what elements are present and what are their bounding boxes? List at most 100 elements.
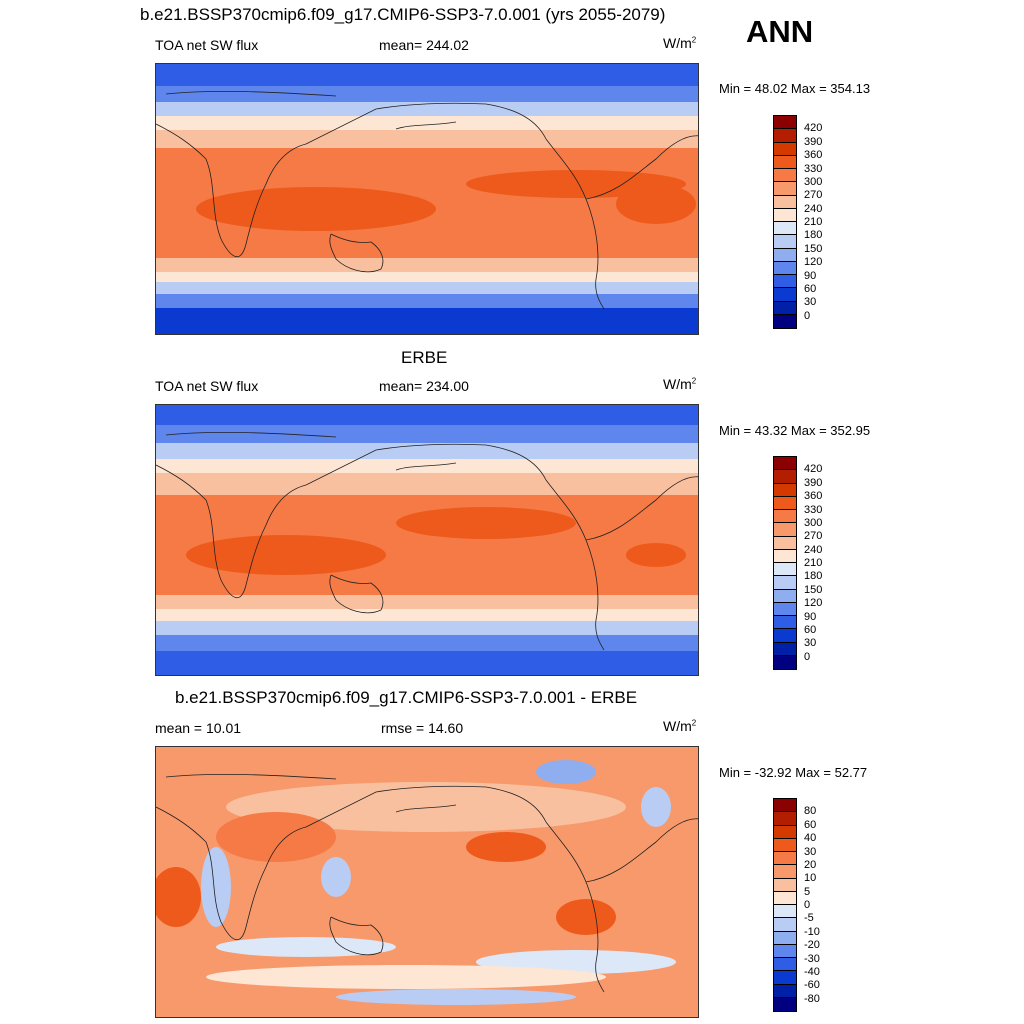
colorbar-swatch — [774, 918, 796, 932]
colorbar-swatch — [774, 288, 796, 302]
colorbar-swatch — [774, 997, 796, 1011]
panel1-units: W/m2 — [663, 35, 697, 51]
colorbar-swatch — [774, 852, 796, 866]
colorbar-tick-label: 120 — [804, 256, 823, 269]
colorbar-swatch — [774, 602, 796, 616]
figure-title: b.e21.BSSP370cmip6.f09_g17.CMIP6-SSP3-7.… — [140, 5, 666, 24]
colorbar-tick-label: 180 — [804, 229, 823, 242]
colorbar-swatch — [774, 208, 796, 222]
colorbar-tick-label: -5 — [804, 912, 814, 925]
colorbar-swatch — [774, 222, 796, 236]
panel3-units: W/m2 — [663, 718, 697, 734]
panel3-colorbar — [773, 798, 797, 1012]
colorbar-tick-label: 240 — [804, 202, 823, 215]
panel2-units: W/m2 — [663, 376, 697, 392]
colorbar-swatch — [774, 457, 796, 471]
colorbar-tick-label: 330 — [804, 503, 823, 516]
colorbar-swatch — [774, 865, 796, 879]
panel1-colorbar — [773, 115, 797, 329]
colorbar-swatch — [774, 629, 796, 643]
panel3-mean-label: mean = 10.01 — [155, 720, 242, 736]
colorbar-swatch — [774, 129, 796, 143]
colorbar-tick-label: 0 — [804, 899, 811, 911]
colorbar-tick-label: 390 — [804, 135, 823, 148]
colorbar-tick-label: 180 — [804, 570, 823, 583]
colorbar-tick-label: -30 — [804, 952, 820, 965]
panel2-colorbar — [773, 456, 797, 670]
panel3-map — [155, 746, 699, 1018]
panel2-mean-label: mean= 234.00 — [379, 378, 469, 394]
panel1-map — [155, 63, 699, 335]
colorbar-tick-label: 60 — [804, 282, 817, 295]
panel2-variable-label: TOA net SW flux — [155, 378, 259, 394]
colorbar-tick-label: -80 — [804, 992, 820, 1005]
colorbar-tick-label: 360 — [804, 149, 823, 162]
colorbar-tick-label: -20 — [804, 939, 820, 952]
colorbar-tick-label: 40 — [804, 832, 817, 845]
season-label: ANN — [746, 14, 814, 49]
colorbar-swatch — [774, 470, 796, 484]
colorbar-swatch — [774, 589, 796, 603]
colorbar-swatch — [774, 812, 796, 826]
colorbar-swatch — [774, 958, 796, 972]
panel2-minmax: Min = 43.32 Max = 352.95 — [719, 423, 871, 438]
colorbar-swatch — [774, 891, 796, 905]
colorbar-swatch — [774, 275, 796, 289]
colorbar-tick-label: 270 — [804, 189, 823, 202]
colorbar-tick-label: 90 — [804, 269, 817, 282]
colorbar-swatch — [774, 235, 796, 249]
colorbar-tick-label: 30 — [804, 845, 817, 858]
colorbar-tick-label: -10 — [804, 925, 820, 938]
colorbar-swatch — [774, 536, 796, 550]
colorbar-tick-label: 150 — [804, 242, 823, 255]
colorbar-swatch — [774, 314, 796, 328]
colorbar-tick-label: 80 — [804, 805, 817, 818]
panel3-rmse-label: rmse = 14.60 — [381, 720, 464, 736]
colorbar-swatch — [774, 616, 796, 630]
colorbar-tick-label: 420 — [804, 463, 823, 476]
colorbar-swatch — [774, 563, 796, 577]
colorbar-tick-label: 210 — [804, 216, 823, 228]
colorbar-swatch — [774, 116, 796, 130]
colorbar-swatch — [774, 971, 796, 985]
colorbar-swatch — [774, 496, 796, 510]
colorbar-tick-label: 420 — [804, 122, 823, 135]
panel3-minmax: Min = -32.92 Max = 52.77 — [719, 765, 868, 780]
colorbar-tick-label: 300 — [804, 516, 823, 529]
panel2-title: ERBE — [401, 348, 448, 367]
colorbar-swatch — [774, 944, 796, 958]
colorbar-tick-label: 10 — [804, 872, 817, 885]
colorbar-swatch — [774, 483, 796, 497]
colorbar-tick-label: 90 — [804, 610, 817, 623]
colorbar-swatch — [774, 549, 796, 563]
colorbar-swatch — [774, 169, 796, 183]
colorbar-tick-label: 60 — [804, 818, 817, 831]
colorbar-tick-label: 5 — [804, 885, 811, 898]
colorbar-tick-label: -60 — [804, 979, 820, 992]
colorbar-tick-label: 300 — [804, 175, 823, 188]
panel1-minmax: Min = 48.02 Max = 354.13 — [719, 81, 871, 96]
colorbar-tick-label: 330 — [804, 162, 823, 175]
colorbar-tick-label: 390 — [804, 476, 823, 489]
colorbar-swatch — [774, 576, 796, 590]
colorbar-swatch — [774, 642, 796, 656]
colorbar-tick-label: 240 — [804, 543, 823, 556]
colorbar-swatch — [774, 931, 796, 945]
colorbar-swatch — [774, 878, 796, 892]
colorbar-swatch — [774, 155, 796, 169]
colorbar-swatch — [774, 248, 796, 262]
colorbar-swatch — [774, 510, 796, 524]
colorbar-swatch — [774, 838, 796, 852]
colorbar-swatch — [774, 799, 796, 813]
colorbar-swatch — [774, 195, 796, 209]
colorbar-tick-label: 270 — [804, 530, 823, 543]
colorbar-tick-label: 120 — [804, 597, 823, 610]
colorbar-swatch — [774, 984, 796, 998]
colorbar-swatch — [774, 523, 796, 537]
colorbar-tick-label: 30 — [804, 296, 817, 309]
panel3-title: b.e21.BSSP370cmip6.f09_g17.CMIP6-SSP3-7.… — [175, 688, 638, 707]
colorbar-swatch — [774, 301, 796, 315]
colorbar-tick-label: 0 — [804, 309, 811, 322]
panel1-variable-label: TOA net SW flux — [155, 37, 259, 53]
colorbar-tick-label: 60 — [804, 623, 817, 636]
